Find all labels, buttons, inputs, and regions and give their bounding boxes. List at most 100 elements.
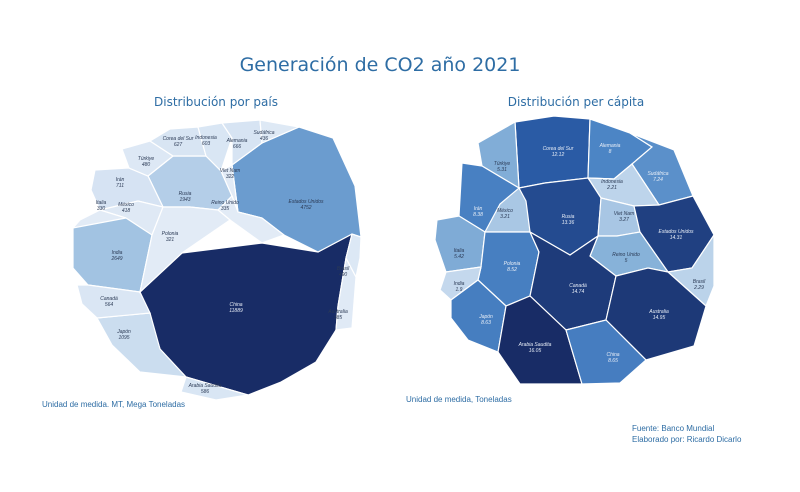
per-capita-label-japon: Japón	[478, 314, 493, 320]
per-capita-label-canada: Canadá	[569, 283, 587, 289]
country-label-corea-del-sur: Corea del Sur	[163, 136, 194, 142]
per-capita-label-mexico: México	[497, 208, 513, 214]
country-cell-canada	[76, 284, 151, 319]
per-capita-label-corea-del-sur: Corea del Sur	[543, 146, 574, 152]
chart-title-country: Distribución por país	[154, 95, 278, 109]
per-capita-label-estados-unidos: Estados Unidos	[658, 229, 694, 235]
country-label-polonia: Polonia	[162, 231, 179, 237]
per-capita-label-arabia-saudita: Arabia Saudita	[518, 342, 552, 348]
country-value-iran: 711	[116, 183, 124, 189]
country-cell-indonesia	[197, 122, 233, 173]
per-capita-cell-china	[565, 319, 647, 385]
per-capita-label-italia: Italia	[454, 248, 465, 254]
page-title: Generación de CO2 año 2021	[239, 54, 521, 76]
country-label-australia: Australia	[327, 309, 348, 315]
country-label-indonesia: Indonesia	[195, 135, 217, 141]
per-capita-value-rusia: 13.36	[562, 220, 575, 226]
country-label-japon: Japón	[116, 329, 131, 335]
country-label-arabia-saudita: Arabia Saudita	[188, 383, 222, 389]
per-capita-label-australia: Australia	[648, 309, 669, 315]
country-value-sudafrica: 436	[260, 136, 269, 142]
country-value-alemania: 666	[233, 144, 242, 150]
country-value-polonia: 321	[166, 237, 175, 243]
country-label-india: India	[112, 250, 123, 256]
per-capita-label-viet-nam: Viet Nam	[614, 211, 634, 217]
chart-title-per-capita: Distribución per cápita	[507, 95, 645, 109]
country-value-australia: 385	[334, 315, 343, 321]
country-cell-brasil	[345, 233, 362, 279]
per-capita-label-iran: Irán	[474, 206, 483, 212]
unit-note-per-capita: Unidad de medida, Toneladas	[406, 395, 512, 404]
per-capita-label-india: India	[454, 281, 465, 287]
per-capita-value-corea-del-sur: 12.12	[552, 152, 565, 158]
per-capita-value-canada: 14.74	[572, 289, 585, 295]
country-value-brasil: 490	[339, 272, 348, 278]
per-capita-value-reino-unido: 5	[625, 258, 628, 264]
per-capita-label-indonesia: Indonesia	[601, 179, 623, 185]
per-capita-value-japon: 8.63	[481, 320, 491, 326]
country-cell-turkiye	[121, 140, 175, 177]
per-capita-value-viet-nam: 3.27	[619, 217, 629, 223]
per-capita-value-alemania: 8	[609, 149, 612, 155]
country-value-reino-unido: 335	[221, 206, 230, 212]
country-label-alemania: Alemania	[226, 138, 248, 144]
country-cell-italia	[71, 209, 127, 229]
per-capita-value-brasil: 2.29	[693, 285, 704, 291]
country-cell-arabia-saudita	[180, 376, 249, 401]
country-label-canada: Canadá	[100, 296, 118, 302]
country-label-estados-unidos: Estados Unidos	[288, 199, 324, 205]
per-capita-value-mexico: 3.21	[500, 214, 510, 220]
country-value-corea-del-sur: 627	[174, 142, 183, 148]
unit-note-country: Unidad de medida. MT, Mega Toneladas	[42, 400, 186, 409]
per-capita-value-arabia-saudita: 16.05	[529, 348, 542, 354]
country-label-turkiye: Türkiye	[138, 156, 155, 162]
country-label-italia: Italia	[96, 200, 107, 206]
country-value-mexico: 418	[122, 208, 131, 214]
country-label-mexico: México	[118, 202, 134, 208]
per-capita-label-china: China	[606, 352, 619, 358]
country-value-arabia-saudita: 586	[201, 389, 210, 395]
country-value-canada: 564	[105, 302, 114, 308]
per-capita-label-rusia: Rusia	[562, 214, 575, 220]
per-capita-label-reino-unido: Reino Unido	[612, 252, 640, 258]
country-cell-polonia	[139, 206, 231, 294]
per-capita-label-sudafrica: Sudáfrica	[647, 171, 668, 177]
country-label-reino-unido: Reino Unido	[211, 200, 239, 206]
per-capita-value-india: 1.9	[456, 287, 463, 293]
per-capita-value-indonesia: 2.21	[606, 185, 617, 191]
country-label-rusia: Rusia	[179, 191, 192, 197]
country-value-estados-unidos: 4752	[300, 205, 311, 211]
country-label-iran: Irán	[116, 177, 125, 183]
per-capita-label-alemania: Alemania	[599, 143, 621, 149]
per-capita-value-china: 8.65	[608, 358, 618, 364]
per-capita-value-italia: 5.42	[454, 254, 464, 260]
country-value-china: 11889	[229, 308, 243, 314]
country-cell-alemania	[220, 119, 263, 167]
country-value-turkiye: 480	[142, 162, 151, 168]
country-value-italia: 330	[97, 206, 106, 212]
country-value-indonesia: 603	[202, 141, 211, 147]
per-capita-label-polonia: Polonia	[504, 261, 521, 267]
author-note: Elaborado por: Ricardo Dicarlo	[632, 435, 742, 444]
per-capita-value-australia: 14.95	[653, 315, 666, 321]
per-capita-value-iran: 8.38	[473, 212, 483, 218]
per-capita-value-turkiye: 5.31	[497, 167, 507, 173]
country-label-viet-nam: Viet Nam	[220, 168, 240, 174]
country-label-sudafrica: Sudáfrica	[253, 130, 274, 136]
per-capita-label-turkiye: Türkiye	[494, 161, 511, 167]
per-capita-value-sudafrica: 7.24	[653, 177, 663, 183]
country-value-rusia: 1943	[179, 197, 190, 203]
country-cell-australia	[335, 256, 357, 331]
per-capita-value-polonia: 8.52	[507, 267, 517, 273]
country-cell-sudafrica	[259, 119, 302, 144]
source-note: Fuente: Banco Mundial	[632, 424, 715, 433]
per-capita-value-estados-unidos: 14.31	[670, 235, 683, 241]
country-label-china: China	[229, 302, 242, 308]
country-value-viet-nam: 322	[226, 174, 235, 180]
per-capita-label-brasil: Brasil	[693, 279, 706, 285]
country-cell-reino-unido	[217, 194, 286, 244]
country-label-brasil: Brasil	[337, 266, 350, 272]
